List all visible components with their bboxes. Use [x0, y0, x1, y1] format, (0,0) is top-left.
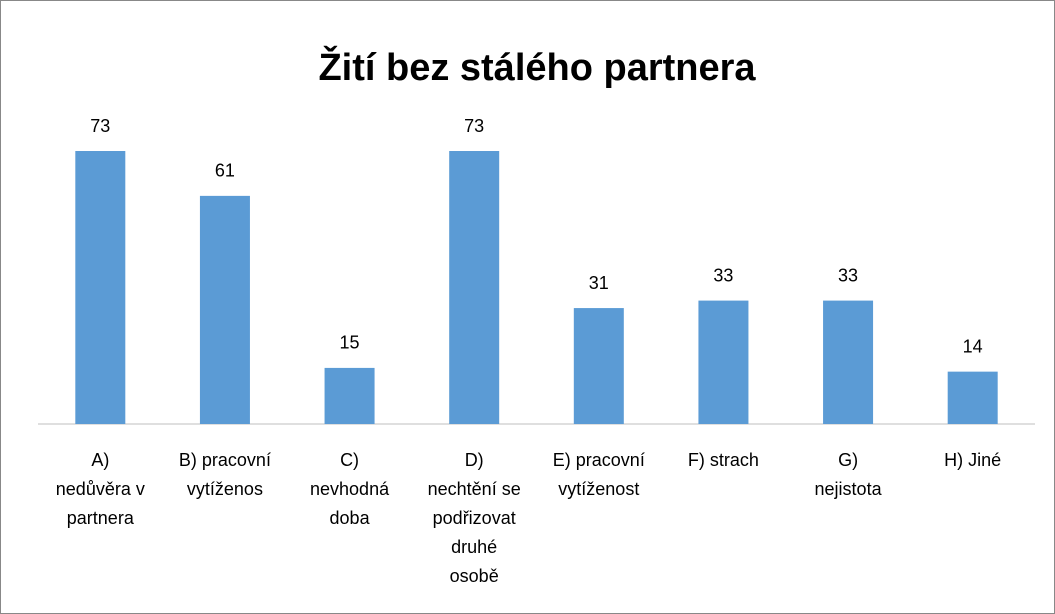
x-tick-label: C)	[340, 450, 359, 470]
x-tick-label: nejistota	[815, 479, 883, 499]
bar	[449, 151, 500, 424]
x-tick-label: podřizovat	[433, 508, 516, 528]
data-label: 33	[838, 265, 858, 285]
data-label: 73	[464, 116, 484, 136]
x-tick-label: G)	[838, 450, 858, 470]
bar	[947, 371, 998, 424]
chart-title: Žití bez stálého partnera	[318, 45, 756, 89]
x-tick-label: doba	[330, 508, 371, 528]
x-tick-label: vytížеnos	[187, 479, 263, 499]
bar	[324, 367, 375, 424]
x-tick-label: nevhodná	[310, 479, 390, 499]
bar	[573, 308, 624, 424]
x-tick-label: nechtění se	[428, 479, 521, 499]
bar	[698, 300, 749, 424]
x-tick-label: B) pracovní	[179, 450, 271, 470]
x-tick-label: F) strach	[688, 450, 759, 470]
bar	[75, 151, 126, 424]
data-label: 73	[90, 116, 110, 136]
x-tick-label: E) pracovní	[553, 450, 645, 470]
x-tick-label: D)	[465, 450, 484, 470]
data-label: 61	[215, 161, 235, 181]
bar	[823, 300, 874, 424]
data-label: 31	[589, 273, 609, 293]
bar	[199, 195, 250, 424]
data-label: 15	[340, 333, 360, 353]
x-tick-label: H) Jiné	[944, 450, 1001, 470]
data-label: 33	[713, 265, 733, 285]
x-tick-label: osobě	[450, 566, 499, 586]
x-tick-label: A)	[91, 450, 109, 470]
x-tick-label: vytíženost	[558, 479, 639, 499]
x-tick-label: nedůvěra v	[56, 479, 145, 499]
x-tick-label: partnera	[67, 508, 135, 528]
x-tick-label: druhé	[451, 537, 497, 557]
data-label: 14	[963, 336, 983, 356]
